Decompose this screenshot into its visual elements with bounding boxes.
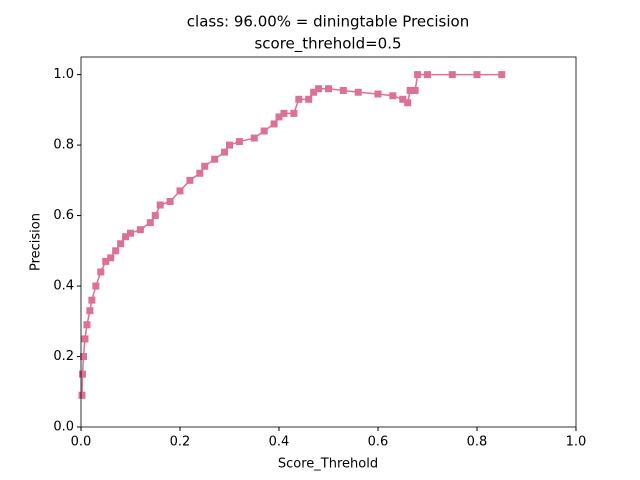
- point-marker: [156, 201, 164, 209]
- chart-subtitle: score_threhold=0.5: [254, 35, 401, 54]
- y-tick-label: 0.4: [53, 279, 74, 294]
- plot-frame: [80, 56, 577, 428]
- point-marker: [151, 212, 159, 220]
- point-marker: [250, 134, 258, 142]
- y-tick-label: 1.0: [53, 67, 74, 82]
- x-tick-label: 0.2: [170, 435, 191, 450]
- point-marker: [374, 90, 382, 98]
- chart-title: class: 96.00% = diningtable Precision: [187, 13, 469, 31]
- point-marker: [235, 138, 243, 146]
- x-tick-label: 0.6: [368, 435, 389, 450]
- point-marker: [211, 155, 219, 163]
- point-marker: [424, 71, 431, 79]
- point-marker: [146, 219, 154, 227]
- point-marker: [122, 233, 130, 241]
- x-axis-label: Score_Threhold: [278, 457, 378, 472]
- point-marker: [176, 187, 184, 195]
- point-marker: [325, 85, 332, 93]
- point-marker: [305, 95, 313, 103]
- point-marker: [404, 99, 412, 107]
- point-marker: [127, 229, 134, 237]
- point-marker: [414, 71, 422, 79]
- point-marker: [112, 247, 120, 255]
- point-marker: [221, 148, 229, 156]
- y-axis-label: Precision: [29, 213, 44, 271]
- point-marker: [107, 254, 115, 262]
- y-tick-label: 0.6: [53, 208, 74, 223]
- point-marker: [310, 88, 318, 96]
- point-marker: [399, 95, 407, 103]
- point-marker: [88, 296, 96, 304]
- y-tick-label: 0.8: [53, 138, 74, 153]
- point-marker: [136, 226, 144, 234]
- point-marker: [83, 321, 91, 329]
- point-marker: [315, 85, 323, 93]
- point-marker: [201, 162, 209, 170]
- point-marker: [79, 353, 87, 361]
- y-tick-label: 0.0: [53, 420, 74, 435]
- point-marker: [389, 92, 397, 100]
- point-marker: [290, 109, 298, 117]
- point-marker: [260, 127, 268, 135]
- x-tick-label: 0.0: [71, 435, 92, 450]
- point-marker: [92, 282, 100, 290]
- x-tick-label: 0.4: [269, 435, 290, 450]
- x-tick-label: 0.8: [467, 435, 488, 450]
- point-marker: [86, 307, 94, 315]
- point-marker: [78, 370, 86, 378]
- point-marker: [406, 86, 414, 94]
- point-marker: [295, 95, 303, 103]
- point-marker: [280, 109, 288, 117]
- point-marker: [78, 391, 86, 399]
- point-marker: [117, 240, 125, 248]
- point-marker: [196, 169, 204, 177]
- point-marker: [226, 141, 233, 149]
- point-marker: [473, 71, 481, 79]
- x-tick-label: 1.0: [566, 435, 587, 450]
- point-marker: [339, 86, 347, 94]
- point-marker: [102, 257, 110, 265]
- point-marker: [411, 86, 419, 94]
- point-marker: [275, 113, 283, 121]
- point-marker: [270, 120, 278, 128]
- point-marker: [81, 335, 89, 343]
- point-marker: [186, 176, 194, 184]
- point-marker: [166, 197, 174, 205]
- point-marker: [448, 71, 456, 79]
- series-line: [81, 73, 502, 396]
- point-marker: [97, 268, 105, 276]
- y-tick-label: 0.2: [53, 349, 74, 364]
- point-marker: [498, 71, 506, 79]
- point-marker: [354, 88, 362, 96]
